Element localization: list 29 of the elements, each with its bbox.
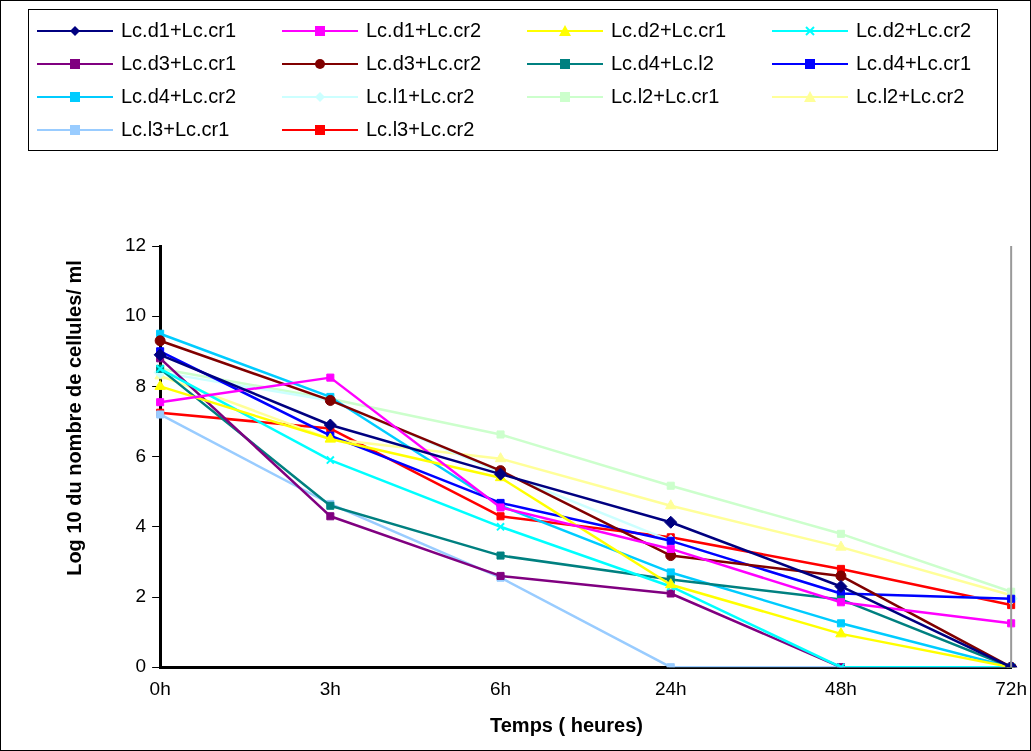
x-tick-label: 72h [995, 677, 1027, 699]
legend-label: Lc.l3+Lc.cr1 [121, 117, 230, 142]
y-tick-label: 2 [135, 585, 147, 607]
x-axis-title: Temps ( heures) [490, 713, 643, 736]
y-tick-label: 10 [124, 304, 147, 326]
y-tick-label: 4 [135, 515, 147, 537]
y-tick-label: 6 [135, 444, 147, 466]
y-axis-title: Log 10 du nombre de cellules/ ml [62, 259, 86, 578]
y-tick-label: 8 [135, 374, 147, 396]
y-tick-label: 0 [135, 655, 147, 677]
legend-label: Lc.d4+Lc.l2 [611, 51, 714, 76]
legend-label: Lc.l2+Lc.cr1 [611, 84, 720, 109]
legend-label: Lc.d3+Lc.cr1 [121, 51, 237, 76]
legend-label: Lc.l2+Lc.cr2 [856, 84, 965, 109]
legend-label: Lc.d1+Lc.cr2 [366, 18, 482, 43]
legend-label: Lc.l3+Lc.cr2 [366, 117, 475, 142]
y-tick-label: 12 [124, 234, 147, 256]
x-tick-label: 6h [489, 677, 512, 699]
legend-label: Lc.d3+Lc.cr2 [366, 51, 482, 76]
legend-label: Lc.d4+Lc.cr1 [856, 51, 972, 76]
x-tick-label: 3h [319, 677, 341, 699]
legend-label: Lc.d2+Lc.cr2 [856, 18, 972, 43]
x-tick-label: 0h [149, 677, 171, 699]
legend-label: Lc.d2+Lc.cr1 [611, 18, 727, 43]
legend-label: Lc.d1+Lc.cr1 [121, 18, 237, 43]
x-tick-label: 48h [825, 677, 857, 699]
legend-label: Lc.d4+Lc.cr2 [121, 84, 237, 109]
x-tick-label: 24h [654, 677, 687, 699]
legend-label: Lc.l1+Lc.cr2 [366, 84, 475, 109]
